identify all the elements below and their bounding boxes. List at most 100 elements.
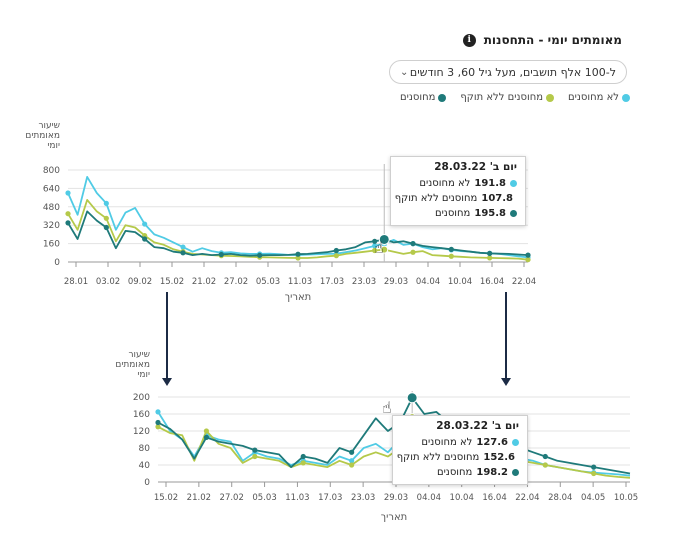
x-tick-label: 03.02 [96,277,120,287]
data-point [180,244,186,250]
x-axis-label: תאריך [381,512,408,523]
y-axis-label: שיעור [38,121,60,131]
data-point [300,453,306,460]
legend-item-expired[interactable]: מחוסנים ללא תוקף [460,92,555,103]
data-point [155,409,161,415]
legend-item-unvaccinated[interactable]: לא מחוסנים [568,92,630,103]
data-point [372,243,378,249]
x-tick-label: 21.02 [192,277,216,287]
data-point [591,470,597,477]
filter-dropdown-value: ל-100 אלף תושבים, מעל גיל 60, 3 חודשים [409,65,616,79]
y-axis-label: מאומתים [25,131,60,141]
x-tick-label: 10.04 [450,493,474,503]
tooltip-value: 152.6 [483,452,515,463]
data-point [349,449,355,455]
y-tick-label: 160 [43,240,60,250]
x-tick-label: 16.04 [482,493,506,503]
y-axis-label: יומי [137,370,150,380]
y-axis-label: שיעור [128,350,150,360]
tooltip-date: יום ב' 28.03.22 [434,161,517,173]
data-point [155,424,161,430]
data-point [257,252,263,258]
x-tick-label: 27.02 [224,277,248,287]
tooltip-value: 195.8 [474,208,506,219]
data-point [525,257,531,263]
data-point [103,215,109,221]
data-point [487,250,493,256]
y-tick-label: 0 [54,258,60,268]
zoom-arrow-head [162,378,172,386]
legend-dot [622,93,630,102]
x-tick-label: 23.03 [352,277,376,287]
chart-title: מאומתים יומי - התחסנות [483,33,622,47]
x-tick-label: 15.02 [154,493,178,503]
info-icon[interactable]: i [462,33,476,47]
tooltip-dot [510,210,517,217]
x-tick-label: 11.03 [288,277,312,287]
legend-item-vaccinated[interactable]: מחוסנים [399,92,447,103]
tooltip-value: 191.8 [474,178,506,189]
data-point [333,253,339,259]
x-tick-label: 29.03 [384,493,408,503]
filter-dropdown[interactable]: ל-100 אלף תושבים, מעל גיל 60, 3 חודשים ⌄ [389,60,627,84]
legend: לא מחוסנים מחוסנים ללא תוקף מחוסנים [400,92,630,103]
data-point [103,200,109,206]
x-tick-label: 04.04 [416,277,440,287]
tooltip-top: יום ב' 28.03.22 191.8 לא מחוסנים 107.8 מ… [390,156,526,226]
hover-point [380,245,389,254]
tooltip-row: 107.8 מחוסנים ללא תוקף [395,191,517,206]
x-tick-label: 05.03 [256,277,280,287]
chevron-down-icon: ⌄ [400,66,409,78]
hand-cursor-icon: ☝ [382,398,392,417]
tooltip-label: מחוסנים ללא תוקף [394,193,478,204]
tooltip-label: מחוסנים [436,467,473,478]
tooltip-value: 107.8 [481,193,513,204]
x-tick-label: 09.02 [128,277,152,287]
tooltip-label: מחוסנים ללא תוקף [396,452,480,463]
x-axis-label: תאריך [285,292,312,303]
x-tick-label: 23.03 [351,493,375,503]
data-point [410,249,416,255]
x-tick-label: 10.04 [448,277,472,287]
tooltip-label: מחוסנים [434,208,471,219]
legend-dot [546,93,555,102]
data-point [487,255,493,261]
data-point [218,251,224,258]
y-tick-label: 80 [139,444,151,454]
data-point [410,241,416,247]
y-tick-label: 120 [133,427,150,437]
y-axis-label: יומי [47,141,60,151]
data-point [103,224,109,231]
data-point [349,458,355,464]
data-point [333,247,339,254]
data-point [448,246,454,252]
tooltip-dot [512,439,519,446]
data-point [65,211,71,217]
y-tick-label: 480 [43,203,60,213]
data-point [252,447,258,453]
y-tick-label: 40 [139,461,151,471]
data-point [180,250,186,256]
data-point [203,428,210,434]
hand-cursor-icon: ☝ [374,238,384,257]
legend-label: מחוסנים [399,92,436,103]
x-tick-label: 28.04 [548,493,572,503]
y-tick-label: 200 [133,393,150,403]
data-point [252,453,258,460]
data-point [155,419,161,426]
tooltip-bottom: יום ב' 28.03.22 127.6 לא מחוסנים 152.6 מ… [392,415,528,485]
data-point [372,238,378,244]
data-point [203,434,210,440]
legend-dot [438,93,447,102]
tooltip-row: 152.6 מחוסנים ללא תוקף [397,450,519,465]
tooltip-label: לא מחוסנים [419,178,471,189]
data-point [448,253,454,259]
data-point [542,462,548,468]
x-tick-label: 10.05 [614,493,638,503]
data-point [295,251,301,257]
x-tick-label: 29.03 [384,277,408,287]
data-point [65,220,71,226]
data-point [591,464,597,470]
x-tick-label: 27.02 [220,493,244,503]
